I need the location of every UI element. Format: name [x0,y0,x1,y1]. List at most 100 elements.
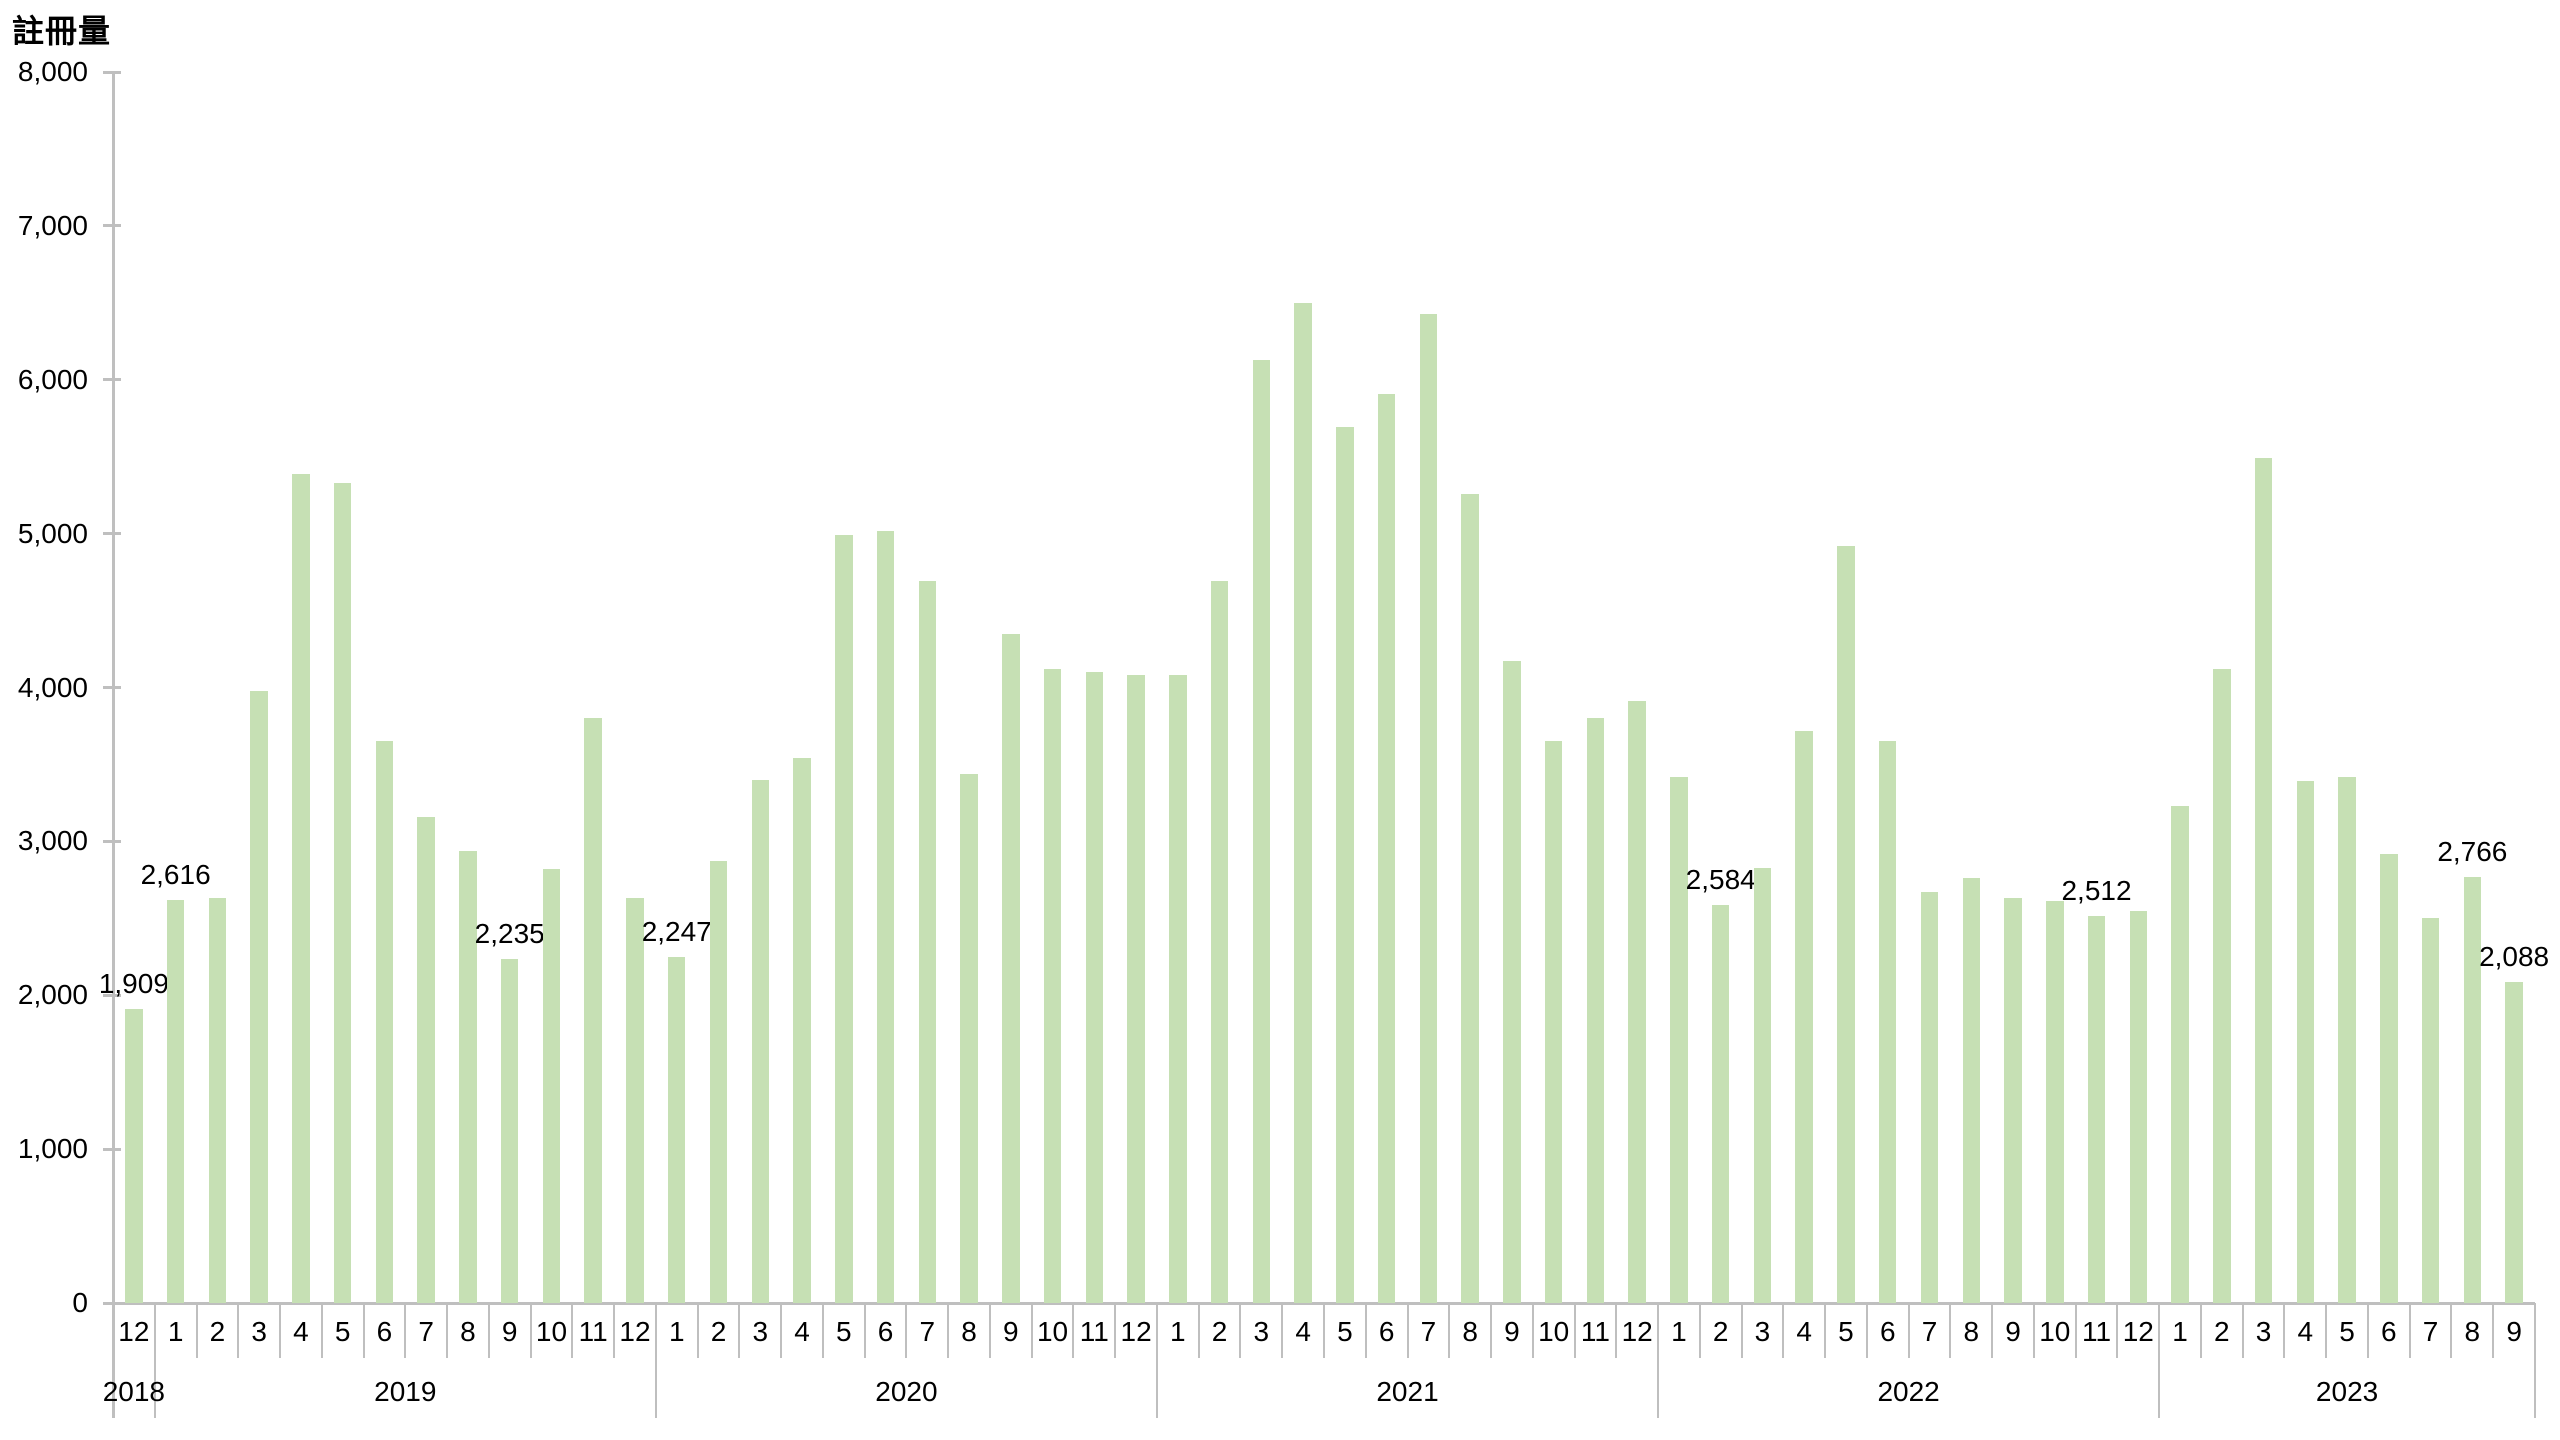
month-separator-line [529,1303,532,1358]
y-tick-mark [103,70,121,74]
bar-data-label: 2,766 [2437,836,2508,868]
month-separator-line [2283,1303,2286,1358]
month-label: 5 [835,1316,852,1347]
bar-2020-2 [709,861,728,1303]
bar-2018-12 [125,1009,143,1303]
month-separator-line [1030,1303,1033,1358]
bar-2021-6 [1377,393,1396,1303]
year-label: 2023 [2315,1376,2379,1407]
bar-2021-9 [1503,661,1521,1303]
bar-data-label: 2,235 [474,918,545,950]
bar-2020-9 [1002,633,1020,1303]
bar-2023-4 [2296,781,2315,1303]
month-label: 5 [334,1316,351,1347]
bar-2021-5 [1336,427,1354,1303]
y-tick-label: 2,000 [17,979,88,1011]
month-label: 9 [1003,1316,1019,1347]
bar-2021-10 [1544,741,1563,1303]
month-label: 10 [535,1316,568,1347]
month-separator-line [195,1303,198,1358]
bar-data-label: 2,616 [140,859,211,891]
month-label: 9 [501,1316,518,1347]
bar-2023-7 [2421,918,2440,1303]
month-label: 11 [1079,1316,1109,1347]
month-label: 6 [376,1316,393,1347]
y-tick-label: 0 [72,1287,88,1318]
month-label: 5 [1337,1316,1353,1347]
month-separator-line [1448,1303,1451,1358]
month-separator-line [1072,1303,1075,1358]
bar-2019-9 [500,959,519,1303]
month-separator-line [1197,1303,1200,1358]
month-label: 10 [2039,1316,2071,1347]
y-tick-label: 8,000 [17,56,88,87]
bar-2023-6 [2380,853,2398,1303]
month-separator-line [362,1303,365,1358]
month-label: 4 [2297,1316,2314,1347]
bar-2022-1 [1670,776,1688,1303]
bar-2021-11 [1586,718,1605,1303]
bar-2019-10 [542,869,561,1303]
month-separator-line [1364,1303,1367,1358]
bar-data-label: 2,088 [2479,940,2550,972]
bar-2022-7 [1920,892,1939,1303]
bar-2019-3 [250,690,268,1303]
bar-2021-12 [1628,701,1646,1303]
bar-2020-10 [1043,669,1062,1303]
month-separator-line [2241,1303,2244,1358]
year-label: 2019 [374,1376,437,1407]
month-label: 8 [1963,1316,1980,1347]
bar-2023-2 [2213,669,2231,1303]
bar-2023-5 [2338,776,2356,1303]
y-tick-label: 7,000 [17,209,88,241]
month-separator-line [2450,1303,2453,1358]
y-tick-mark [103,839,121,843]
bar-2020-11 [1085,672,1104,1303]
month-label: 9 [1504,1316,1520,1347]
bar-2023-1 [2171,805,2189,1303]
month-separator-line [780,1303,783,1358]
month-label: 6 [1378,1316,1395,1347]
month-label: 1 [668,1316,685,1347]
month-label: 2 [209,1316,226,1347]
bar-2022-10 [2046,901,2064,1303]
month-label: 7 [1921,1316,1938,1347]
month-separator-line [237,1303,240,1358]
month-label: 6 [877,1316,894,1347]
y-tick-label: 1,000 [17,1133,88,1165]
month-separator-line [1573,1303,1576,1358]
bar-data-label: 2,247 [641,916,712,948]
bar-2021-8 [1461,493,1479,1303]
bar-2020-7 [918,581,937,1303]
y-tick-mark [103,378,121,382]
y-tick-mark [103,532,121,536]
bar-2021-2 [1210,581,1229,1303]
bar-2020-6 [876,530,895,1303]
month-separator-line [905,1303,908,1358]
month-label: 3 [752,1316,769,1347]
month-label: 8 [2464,1316,2481,1347]
bar-2019-1 [166,900,185,1303]
month-separator-line [279,1303,282,1358]
bar-2022-8 [1962,878,1980,1303]
month-separator-line [2366,1303,2369,1358]
month-label: 6 [2381,1316,2397,1347]
month-label: 3 [1253,1316,1270,1347]
month-label: 2 [1712,1316,1729,1347]
month-label: 9 [2005,1316,2021,1347]
y-axis-line [111,72,115,1418]
month-label: 12 [118,1316,150,1347]
bar-2023-8 [2463,877,2482,1303]
bar-data-label: 2,584 [1685,864,1756,896]
y-tick-mark [103,993,121,997]
y-axis-title: 註冊量 [12,13,112,49]
bar-2019-6 [375,741,394,1303]
bar-2020-8 [960,773,978,1303]
month-label: 11 [1580,1316,1610,1347]
year-separator-line [2534,1303,2536,1418]
bar-2022-2 [1711,905,1730,1303]
month-separator-line [947,1303,950,1358]
month-separator-line [2492,1303,2495,1358]
month-separator-line [2116,1303,2119,1358]
